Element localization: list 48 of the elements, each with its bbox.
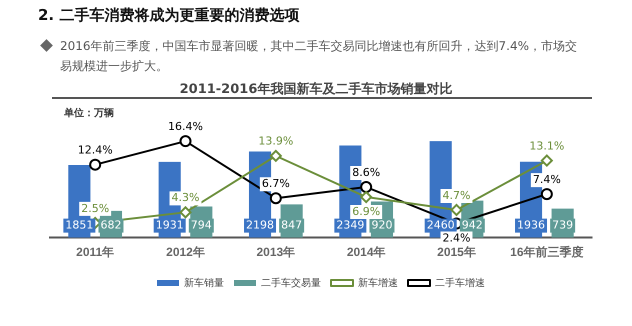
point (360, 191, 372, 204)
data-label: 2198 (246, 218, 274, 232)
point (540, 188, 553, 200)
text: 2. 二手车消费将成为更重要的消费选项 (38, 6, 300, 25)
chart-title: 2011-2016年我国新车及二手车市场销量对比 (178, 80, 454, 98)
data-label: 2460 (426, 218, 455, 232)
data-label: 4.3% (172, 191, 200, 204)
data-label: 2349 (336, 218, 364, 232)
x-tick-label: 2011年 (76, 245, 114, 260)
data-label: 682 (100, 218, 122, 232)
data-label: 13.1% (529, 139, 564, 152)
legend-label: 新车增速 (358, 276, 398, 289)
data-label: 13.9% (258, 134, 294, 148)
text: 单位：万辆 (64, 106, 114, 120)
x-tick-label: 2015年 (437, 245, 476, 260)
data-label: 942 (462, 218, 483, 232)
data-label: 1936 (517, 218, 546, 232)
data-label: 7.4% (532, 172, 561, 186)
point (540, 154, 553, 167)
point (450, 204, 462, 216)
data-label: 739 (552, 218, 574, 232)
point (270, 150, 282, 162)
data-label: 1851 (65, 218, 94, 232)
data-label: 847 (281, 218, 302, 232)
text: 2016年前三季度，中国车市显著回暖，其中二手车交易同比增速也有所回升，达到7.4%，市场交易规模进一步扩大。 (60, 38, 578, 75)
data-label: 6.7% (262, 177, 290, 190)
x-tick-label: 2013年 (256, 245, 296, 260)
data-label: 12.4% (78, 144, 113, 157)
point (270, 192, 282, 204)
data-label: 8.6% (352, 166, 380, 179)
legend-label: 新车销量 (184, 276, 224, 289)
point (360, 181, 372, 194)
point (180, 135, 192, 148)
data-label: 920 (371, 218, 392, 232)
data-label: 2.4% (442, 231, 470, 244)
data-label: 1931 (156, 218, 184, 232)
x-tick-label: 2012年 (166, 245, 205, 260)
data-label: 794 (190, 218, 212, 232)
legend-label: 二手车交易量 (261, 276, 321, 289)
data-label: 4.7% (442, 188, 470, 202)
x-tick-label: 16年前三季度 (510, 245, 584, 260)
point (89, 158, 102, 171)
x-tick-label: 2014年 (346, 245, 386, 260)
data-label: 6.9% (352, 204, 380, 218)
point (180, 206, 192, 218)
legend-label: 二手车增速 (435, 276, 485, 289)
data-label: 2.5% (81, 202, 110, 215)
data-label: 16.4% (168, 120, 203, 134)
